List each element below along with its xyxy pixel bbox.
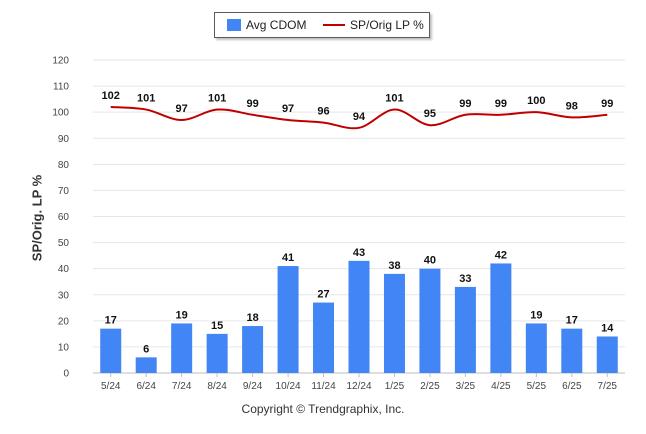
bar bbox=[490, 263, 512, 373]
legend-label-avg-cdom: Avg CDOM bbox=[246, 18, 307, 32]
y-tick-label: 20 bbox=[58, 316, 70, 327]
bar bbox=[171, 323, 193, 373]
x-tick-label: 7/24 bbox=[172, 381, 192, 392]
line-value-label: 99 bbox=[246, 98, 258, 110]
legend-item-avg-cdom[interactable]: Avg CDOM bbox=[227, 18, 306, 32]
line-value-label: 101 bbox=[208, 93, 226, 105]
line-series-sp-orig-lp bbox=[110, 105, 608, 130]
line-value-label: 94 bbox=[353, 111, 366, 123]
x-tick-label: 4/25 bbox=[491, 381, 511, 392]
line-value-label: 101 bbox=[385, 93, 403, 105]
line-value-label: 98 bbox=[566, 100, 578, 112]
line-value-label: 99 bbox=[495, 98, 507, 110]
bar bbox=[313, 302, 335, 373]
bar bbox=[206, 333, 228, 373]
bar bbox=[454, 286, 476, 373]
bar-value-label: 43 bbox=[353, 247, 365, 259]
y-tick-label: 120 bbox=[52, 56, 69, 67]
y-tick-label: 50 bbox=[58, 238, 70, 249]
bar-value-label: 17 bbox=[566, 315, 578, 327]
bar-value-label: 19 bbox=[530, 309, 542, 321]
bar bbox=[135, 357, 157, 373]
y-tick-labels: 0 10 20 30 40 50 60 70 80 90 100 110 120 bbox=[52, 56, 69, 380]
bar-value-label: 42 bbox=[495, 249, 507, 261]
x-tick-label: 5/25 bbox=[527, 381, 547, 392]
y-tick-label: 40 bbox=[58, 264, 70, 275]
legend-item-sp-orig-lp[interactable]: SP/Orig LP % bbox=[323, 18, 424, 32]
x-tick-label: 11/24 bbox=[311, 381, 336, 392]
bar bbox=[596, 336, 618, 373]
bar-value-label: 15 bbox=[211, 320, 223, 332]
bar bbox=[348, 260, 370, 373]
bar-data-labels: 17 6 19 15 18 41 27 43 38 40 33 42 19 17 14 bbox=[105, 247, 615, 356]
line-value-label: 100 bbox=[527, 95, 545, 107]
x-tick-label: 9/24 bbox=[243, 381, 263, 392]
legend-label-sp-orig-lp: SP/Orig LP % bbox=[350, 18, 424, 32]
x-tick-label: 2/25 bbox=[420, 381, 440, 392]
axes bbox=[93, 372, 625, 377]
y-tick-label: 60 bbox=[58, 212, 70, 223]
line-value-label: 102 bbox=[102, 90, 120, 102]
x-tick-label: 6/25 bbox=[562, 381, 582, 392]
y-tick-label: 80 bbox=[58, 160, 70, 171]
bar bbox=[561, 328, 583, 373]
bar-value-label: 41 bbox=[282, 252, 294, 264]
y-tick-label: 90 bbox=[58, 134, 70, 145]
bar-value-label: 40 bbox=[424, 255, 436, 267]
bar-value-label: 38 bbox=[388, 260, 400, 272]
bar bbox=[419, 268, 441, 373]
bar bbox=[100, 328, 122, 373]
bar-value-label: 33 bbox=[459, 273, 471, 285]
bar-value-label: 6 bbox=[143, 343, 149, 355]
y-tick-label: 10 bbox=[58, 342, 70, 353]
x-tick-label: 5/24 bbox=[101, 381, 121, 392]
x-tick-label: 12/24 bbox=[346, 381, 371, 392]
bar bbox=[242, 326, 264, 373]
y-tick-label: 110 bbox=[53, 82, 69, 93]
legend-swatch-bar bbox=[227, 19, 241, 31]
x-tick-label: 1/25 bbox=[385, 381, 405, 392]
bar bbox=[277, 266, 299, 373]
y-tick-label: 0 bbox=[63, 369, 69, 380]
bar-value-label: 17 bbox=[105, 315, 117, 327]
copyright-footer: Copyright © Trendgraphix, Inc. bbox=[241, 402, 405, 416]
line-value-label: 95 bbox=[424, 108, 436, 120]
line-value-label: 96 bbox=[317, 106, 329, 118]
y-tick-label: 100 bbox=[52, 108, 69, 119]
bar bbox=[383, 273, 405, 373]
line-value-label: 97 bbox=[176, 103, 188, 115]
x-tick-label: 6/24 bbox=[136, 381, 156, 392]
x-tick-label: 8/24 bbox=[207, 381, 227, 392]
x-tick-label: 7/25 bbox=[598, 381, 618, 392]
bar-value-label: 14 bbox=[601, 322, 614, 334]
x-tick-label: 10/24 bbox=[276, 381, 301, 392]
y-tick-label: 30 bbox=[58, 290, 70, 301]
line-data-labels: 102 101 97 101 99 97 96 94 101 95 99 99 100 98 99 bbox=[102, 90, 614, 123]
line-value-label: 97 bbox=[282, 103, 294, 115]
line-path bbox=[110, 105, 608, 130]
y-axis-title: SP/Orig. LP % bbox=[29, 174, 45, 262]
legend: Avg CDOM SP/Orig LP % bbox=[214, 12, 430, 38]
y-tick-label: 70 bbox=[58, 186, 70, 197]
x-tick-labels: 5/24 6/24 7/24 8/24 9/24 10/24 11/24 12/24 1/25 2… bbox=[101, 381, 617, 392]
bar-series-avg-cdom bbox=[100, 260, 618, 373]
line-value-label: 101 bbox=[137, 93, 155, 105]
bar-value-label: 19 bbox=[176, 309, 188, 321]
bar-value-label: 18 bbox=[246, 312, 258, 324]
x-tick-label: 3/25 bbox=[456, 381, 476, 392]
legend-swatch-line bbox=[323, 24, 345, 26]
bar bbox=[525, 323, 547, 373]
bar-value-label: 27 bbox=[317, 289, 329, 301]
line-value-label: 99 bbox=[601, 98, 613, 110]
line-value-label: 99 bbox=[459, 98, 471, 110]
